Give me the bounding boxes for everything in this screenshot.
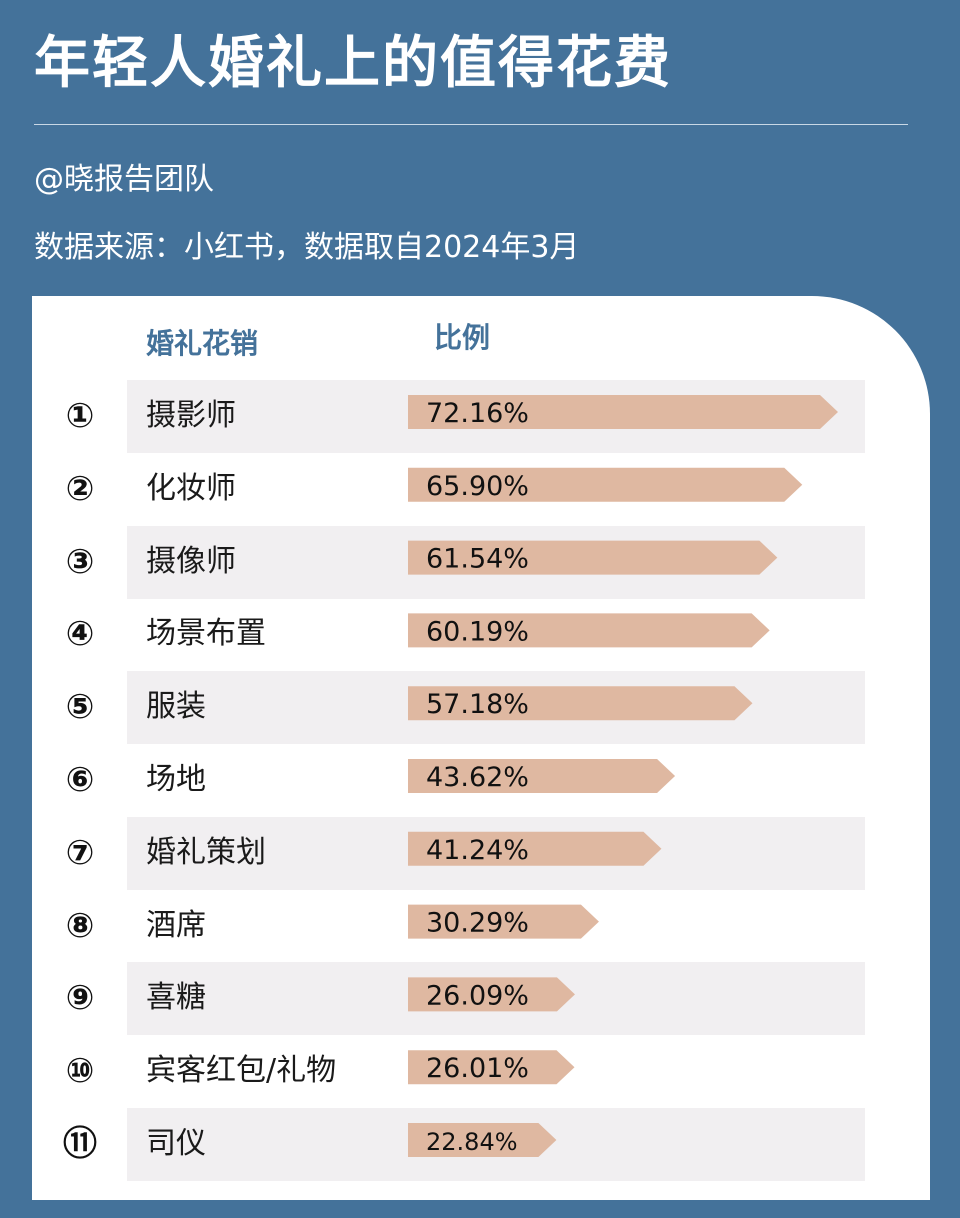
column-header-ratio: 比例 [434, 321, 491, 354]
table-row [127, 525, 865, 599]
category-label: 宾客红包/礼物 [146, 1053, 337, 1089]
rank-badge: ⑩ [65, 1051, 95, 1092]
rank-badge: ⑧ [65, 905, 95, 946]
author-credit: @晓报告团队 [34, 162, 214, 197]
category-label: 酒席 [146, 907, 206, 943]
category-label: 场地 [146, 762, 206, 797]
category-label: 喜糖 [146, 980, 206, 1016]
category-label: 服装 [146, 689, 206, 725]
rank-badge: ⑪ [63, 1124, 97, 1164]
category-label: 摄像师 [146, 543, 236, 579]
table-row [127, 962, 865, 1036]
title-divider [34, 124, 908, 125]
column-header-item: 婚礼花销 [146, 327, 259, 360]
rank-badge: ④ [65, 614, 95, 655]
rank-badge: ⑦ [65, 832, 95, 873]
rank-badge: ② [65, 468, 95, 509]
page-title: 年轻人婚礼上的值得花费 [34, 31, 672, 96]
category-label: 司仪 [146, 1126, 206, 1161]
table-row [127, 744, 865, 817]
rank-badge: ⑨ [65, 978, 95, 1019]
table-row [127, 380, 865, 453]
rank-badge: ① [65, 396, 95, 436]
category-label: 婚礼策划 [146, 834, 266, 870]
table-row [127, 890, 865, 963]
table-row [127, 453, 865, 526]
category-label: 化妆师 [146, 470, 236, 506]
rank-badge: ③ [65, 541, 95, 582]
table-row [127, 1108, 865, 1181]
category-label: 场景布置 [146, 616, 266, 652]
rank-badge: ⑥ [65, 760, 95, 800]
data-source: 数据来源：小红书，数据取自2024年3月 [34, 230, 580, 265]
rank-badge: ⑤ [65, 687, 95, 728]
category-label: 摄影师 [146, 398, 236, 433]
table-row [127, 671, 865, 745]
